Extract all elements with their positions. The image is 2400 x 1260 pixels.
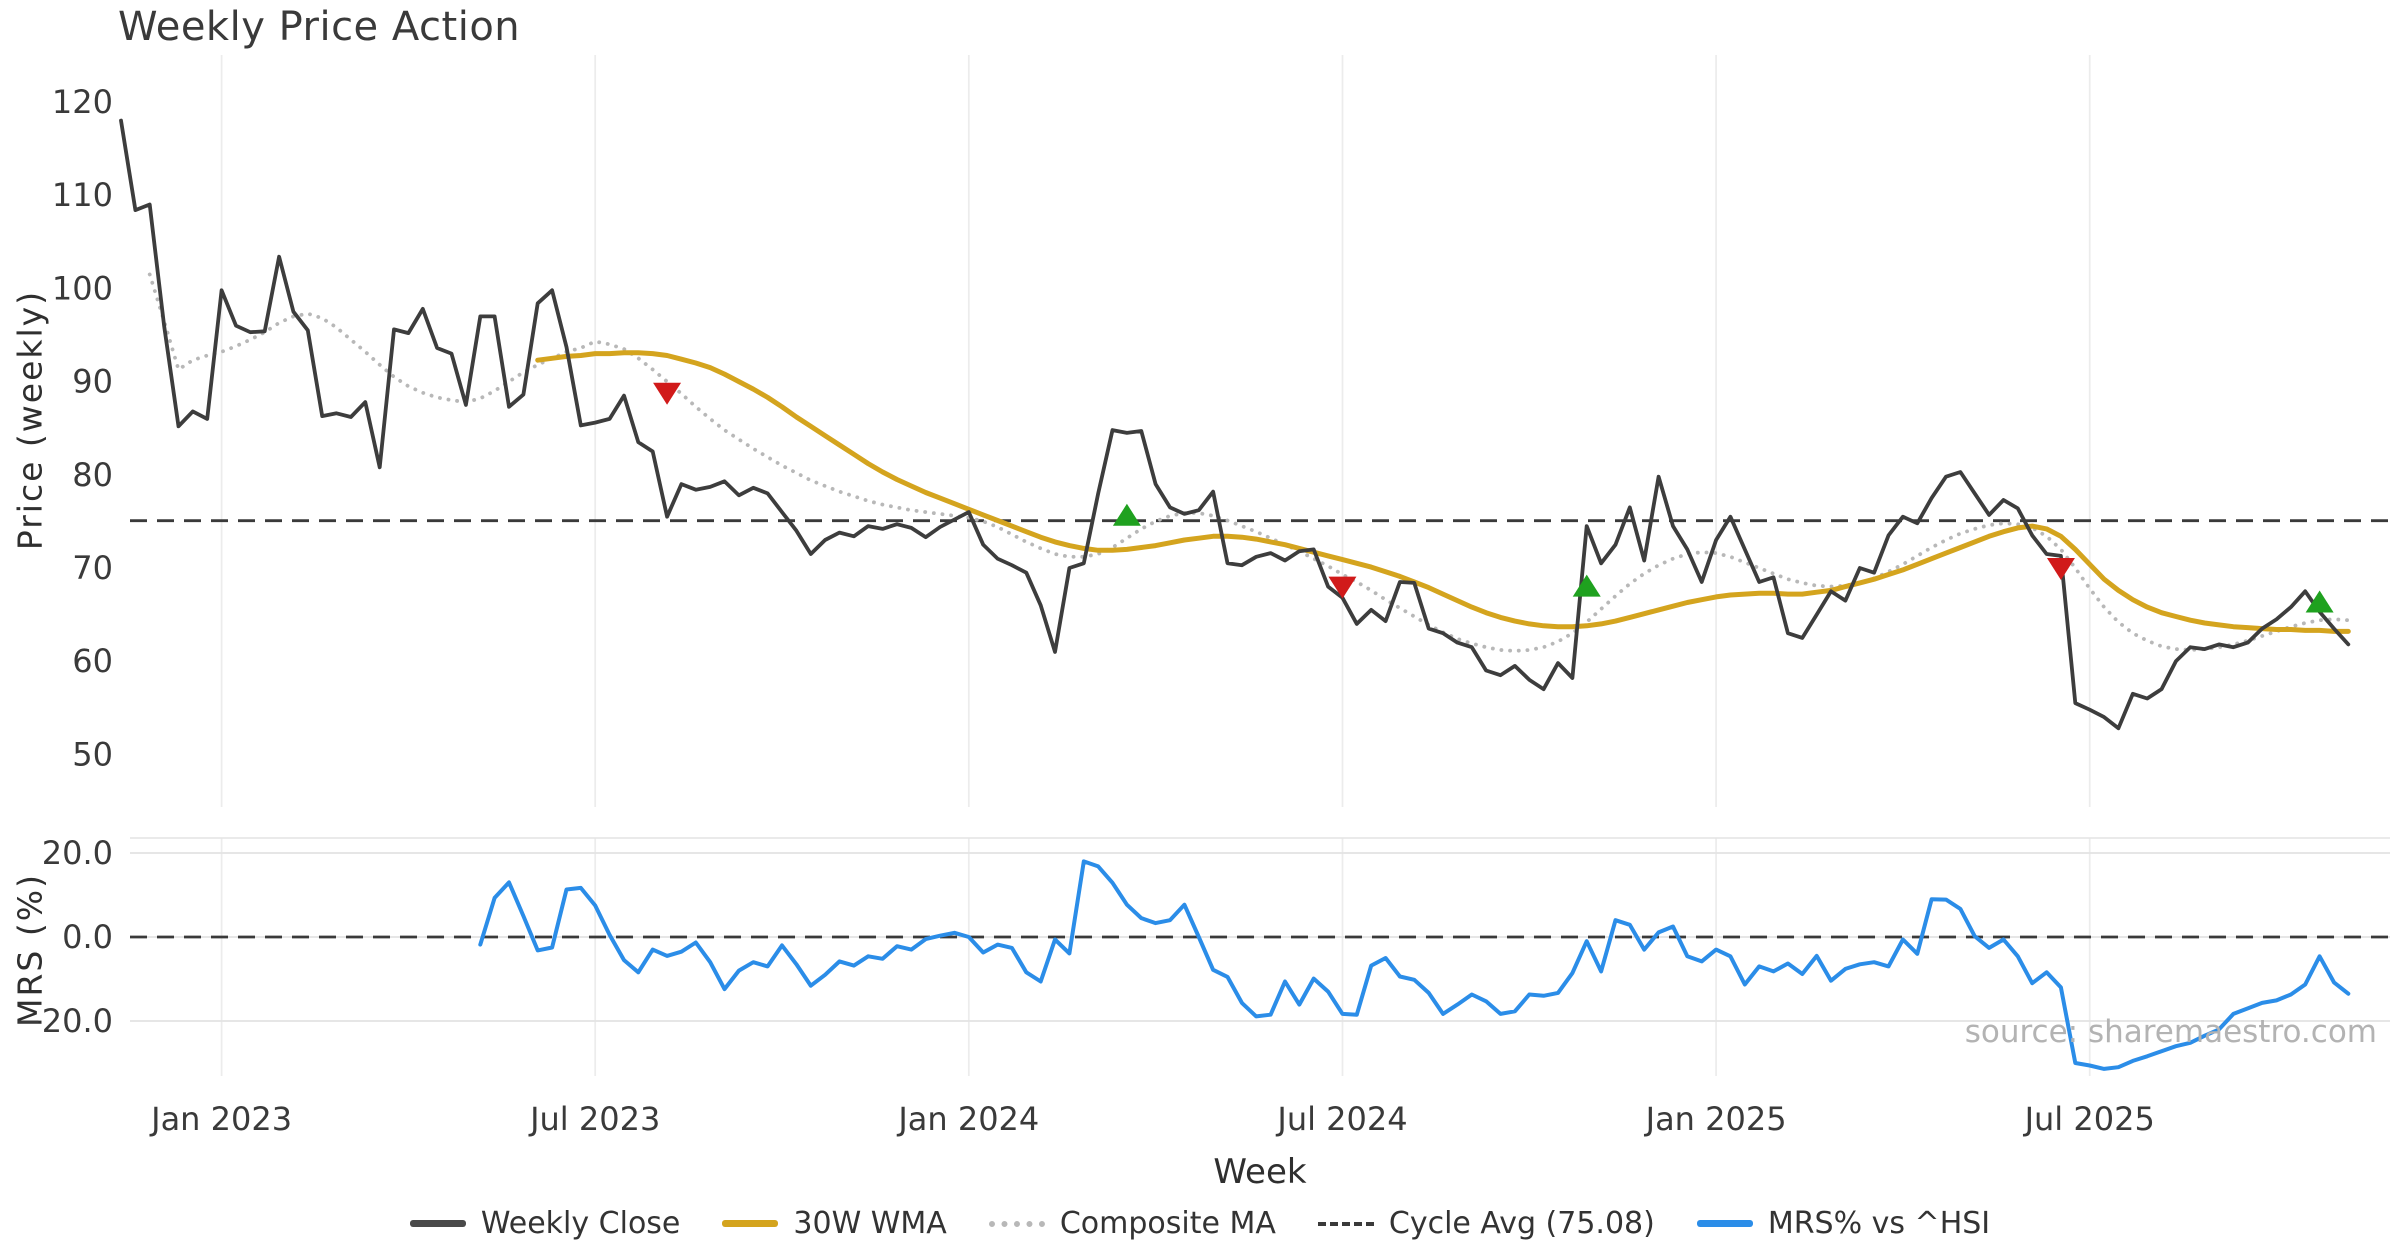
composite-ma-swatch-icon [988, 1220, 1045, 1227]
sell-signal-triangle-down-icon [653, 382, 682, 405]
price-tick-label: 110 [52, 176, 113, 214]
legend-label: MRS% vs ^HSI [1767, 1206, 1991, 1241]
price-tick-label: 120 [52, 83, 113, 121]
mrs-tick-label: 20.0 [42, 834, 113, 872]
mrs-tick-label: −20.0 [15, 1002, 113, 1040]
mrs-tick-label: 0.0 [62, 918, 113, 956]
price-tick-label: 50 [72, 735, 113, 773]
composite-ma-line [147, 272, 2351, 653]
buy-signal-triangle-up-icon [1112, 503, 1141, 526]
page-title: Weekly Price Action [118, 4, 521, 50]
legend-item-mrs: MRS% vs ^HSI [1696, 1206, 1991, 1241]
mrs-swatch-icon [1696, 1220, 1753, 1227]
chart-legend: Weekly Close 30W WMA Composite MA Cycle … [0, 1206, 2400, 1241]
source-watermark: source: sharemaestro.com [1964, 1014, 2377, 1050]
price-tick-label: 70 [72, 549, 113, 587]
week-axis-label: Week [1213, 1152, 1307, 1192]
price-tick-label: 60 [72, 642, 113, 680]
x-tick-label: Jul 2023 [528, 1100, 660, 1138]
legend-item-30w-wma: 30W WMA [722, 1206, 947, 1241]
x-tick-label: Jan 2025 [1644, 1100, 1787, 1138]
mrs-line [478, 859, 2351, 1071]
legend-label: 30W WMA [793, 1206, 947, 1241]
legend-item-cycle-avg: Cycle Avg (75.08) [1317, 1206, 1655, 1241]
legend-label: Composite MA [1059, 1206, 1276, 1241]
weekly-close-line [119, 118, 2351, 731]
x-tick-label: Jan 2023 [149, 1100, 292, 1138]
legend-item-weekly-close: Weekly Close [409, 1206, 681, 1241]
legend-label: Weekly Close [480, 1206, 681, 1241]
buy-signal-triangle-up-icon [2305, 590, 2334, 613]
price-tick-label: 90 [72, 363, 113, 401]
legend-label: Cycle Avg (75.08) [1388, 1206, 1655, 1241]
wma-swatch-icon [722, 1220, 779, 1227]
sell-signal-triangle-down-icon [2046, 558, 2075, 580]
wma-30w-line [535, 350, 2351, 634]
sell-signal-triangle-down-icon [1328, 576, 1357, 599]
x-tick-label: Jul 2024 [1275, 1100, 1407, 1138]
weekly-close-swatch-icon [409, 1220, 466, 1227]
buy-signal-triangle-up-icon [1572, 574, 1601, 597]
x-tick-label: Jan 2024 [896, 1100, 1039, 1138]
price-tick-label: 80 [72, 456, 113, 494]
x-tick-label: Jul 2025 [2023, 1100, 2155, 1138]
cycle-avg-swatch-icon [1317, 1221, 1374, 1226]
price-tick-label: 100 [52, 269, 113, 307]
legend-item-composite-ma: Composite MA [988, 1206, 1276, 1241]
